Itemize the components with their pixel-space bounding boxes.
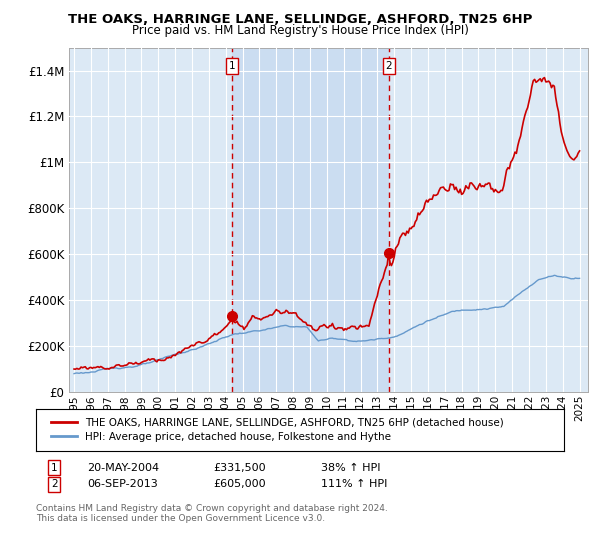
Bar <box>232 48 389 392</box>
Legend: THE OAKS, HARRINGE LANE, SELLINDGE, ASHFORD, TN25 6HP (detached house), HPI: Ave: THE OAKS, HARRINGE LANE, SELLINDGE, ASHF… <box>46 413 508 446</box>
Text: 1: 1 <box>229 61 235 71</box>
Text: 111% ↑ HPI: 111% ↑ HPI <box>321 479 388 489</box>
Text: Price paid vs. HM Land Registry's House Price Index (HPI): Price paid vs. HM Land Registry's House … <box>131 24 469 37</box>
Text: 1: 1 <box>51 463 58 473</box>
Text: 06-SEP-2013: 06-SEP-2013 <box>87 479 158 489</box>
Text: 2: 2 <box>386 61 392 71</box>
Text: THE OAKS, HARRINGE LANE, SELLINDGE, ASHFORD, TN25 6HP: THE OAKS, HARRINGE LANE, SELLINDGE, ASHF… <box>68 13 532 26</box>
Text: £605,000: £605,000 <box>213 479 266 489</box>
Text: £331,500: £331,500 <box>213 463 266 473</box>
Text: Contains HM Land Registry data © Crown copyright and database right 2024.
This d: Contains HM Land Registry data © Crown c… <box>36 504 388 524</box>
Text: 38% ↑ HPI: 38% ↑ HPI <box>321 463 380 473</box>
Text: 2: 2 <box>51 479 58 489</box>
Text: 20-MAY-2004: 20-MAY-2004 <box>87 463 159 473</box>
